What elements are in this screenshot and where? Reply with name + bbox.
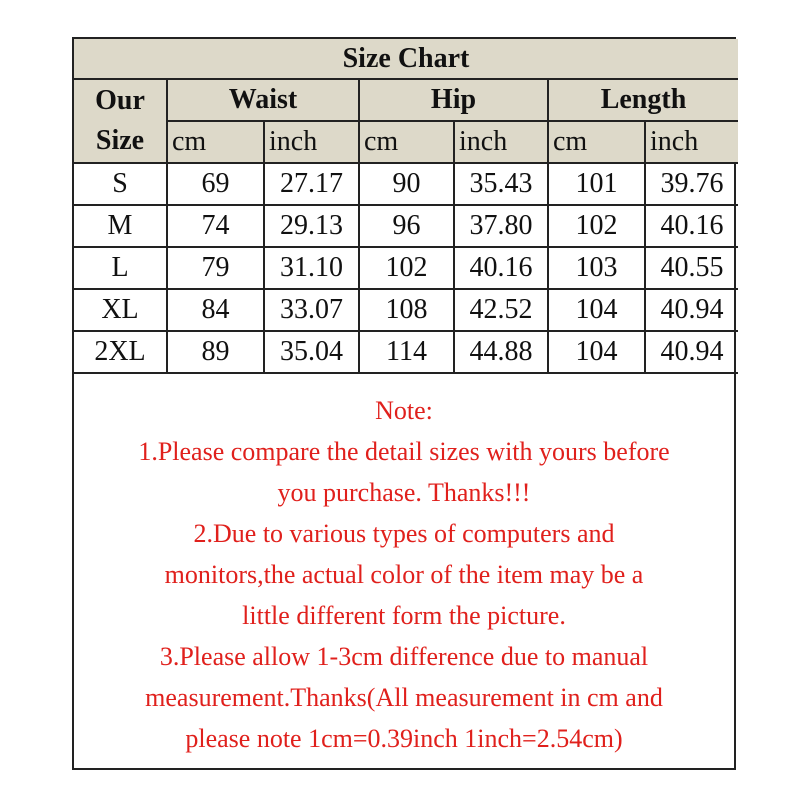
value-cell: 40.55 xyxy=(644,246,738,290)
value-cell: 39.76 xyxy=(644,163,738,206)
size-table: Size Chart Our Size Waist Hip Length cm in… xyxy=(74,39,738,374)
value-cell: 103 xyxy=(547,246,646,290)
value-cell: 37.80 xyxy=(453,204,549,248)
note-line: 1.Please compare the detail sizes with y… xyxy=(138,437,670,466)
value-cell: 35.04 xyxy=(263,330,360,374)
size-header: Our Size xyxy=(74,78,168,164)
unit-header: cm xyxy=(167,120,265,164)
waist-header: Waist xyxy=(166,78,360,122)
table-row: 2XL 89 35.04 114 44.88 104 40.94 xyxy=(74,330,738,374)
unit-header: inch xyxy=(644,120,738,164)
unit-header: inch xyxy=(453,120,549,164)
size-cell: L xyxy=(74,246,168,290)
hip-header: Hip xyxy=(358,78,549,122)
value-cell: 35.43 xyxy=(453,163,549,206)
note-line: little different form the picture. xyxy=(242,601,566,630)
unit-header: cm xyxy=(358,120,455,164)
size-cell: S xyxy=(74,163,168,206)
size-chart: Size Chart Our Size Waist Hip Length cm in… xyxy=(72,37,738,770)
note-line: monitors,the actual color of the item ma… xyxy=(164,560,644,589)
value-cell: 114 xyxy=(358,330,455,374)
value-cell: 104 xyxy=(547,330,646,374)
value-cell: 79 xyxy=(166,246,265,290)
value-cell: 31.10 xyxy=(263,246,360,290)
unit-header: cm xyxy=(547,120,646,164)
value-cell: 40.16 xyxy=(644,204,738,248)
note-line: 3.Please allow 1-3cm difference due to m… xyxy=(159,642,649,671)
table-row: XL 84 33.07 108 42.52 104 40.94 xyxy=(74,288,738,332)
unit-header: inch xyxy=(263,120,360,164)
note-line: please note 1cm=0.39inch 1inch=2.54cm) xyxy=(185,724,623,753)
value-cell: 69 xyxy=(166,163,265,206)
size-cell: 2XL xyxy=(74,330,168,374)
note-section: Note: 1.Please compare the detail sizes … xyxy=(74,374,734,759)
value-cell: 96 xyxy=(358,204,455,248)
value-cell: 104 xyxy=(547,288,646,332)
value-cell: 74 xyxy=(166,204,265,248)
value-cell: 89 xyxy=(166,330,265,374)
table-title: Size Chart xyxy=(74,39,738,80)
size-cell: XL xyxy=(74,288,168,332)
table-row: S 69 27.17 90 35.43 101 39.76 xyxy=(74,163,738,206)
value-cell: 44.88 xyxy=(453,330,549,374)
note-heading: Note: xyxy=(375,396,433,425)
size-cell: M xyxy=(74,204,168,248)
value-cell: 40.94 xyxy=(644,330,738,374)
value-cell: 101 xyxy=(547,163,646,206)
size-header-line2: Size xyxy=(95,125,145,156)
value-cell: 40.94 xyxy=(644,288,738,332)
value-cell: 27.17 xyxy=(263,163,360,206)
table-row: L 79 31.10 102 40.16 103 40.55 xyxy=(74,246,738,290)
value-cell: 29.13 xyxy=(263,204,360,248)
value-cell: 102 xyxy=(547,204,646,248)
value-cell: 108 xyxy=(358,288,455,332)
value-cell: 90 xyxy=(358,163,455,206)
value-cell: 84 xyxy=(166,288,265,332)
note-line: measurement.Thanks(All measurement in cm… xyxy=(145,683,663,712)
value-cell: 40.16 xyxy=(453,246,549,290)
table-row: M 74 29.13 96 37.80 102 40.16 xyxy=(74,204,738,248)
size-header-line1: Our xyxy=(95,85,145,116)
note-line: 2.Due to various types of computers and xyxy=(193,519,615,548)
value-cell: 42.52 xyxy=(453,288,549,332)
length-header: Length xyxy=(547,78,738,122)
note-line: you purchase. Thanks!!! xyxy=(277,478,531,507)
value-cell: 33.07 xyxy=(263,288,360,332)
value-cell: 102 xyxy=(358,246,455,290)
